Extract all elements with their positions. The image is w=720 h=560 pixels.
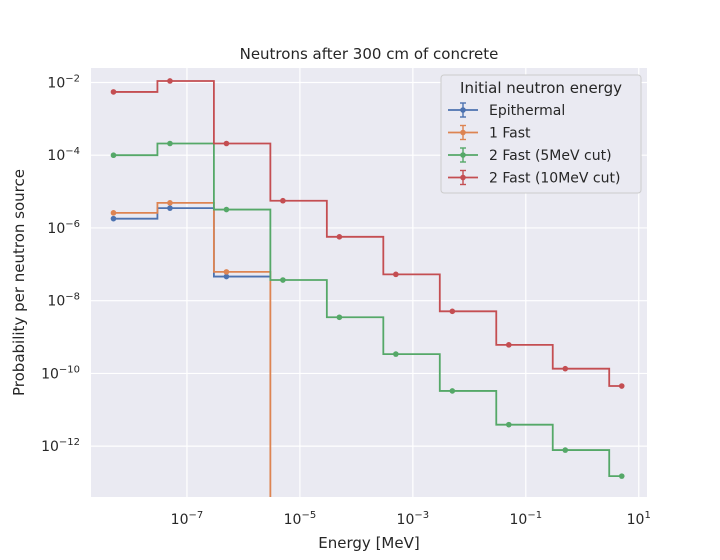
data-point-epithermal <box>110 215 117 222</box>
y-tick-label: 10−6 <box>47 219 80 237</box>
legend-marker <box>460 107 466 113</box>
data-point-2-fast-10mev-cut <box>393 271 399 278</box>
legend-label: 2 Fast (10MeV cut) <box>489 171 620 187</box>
x-tick-label: 101 <box>627 510 651 528</box>
y-tick-label: 10−12 <box>41 437 80 455</box>
y-tick-label: 10−2 <box>47 73 80 91</box>
y-tick-label: 10−10 <box>41 364 80 382</box>
legend: Initial neutron energy Epithermal 1 Fast 2… <box>440 74 642 194</box>
x-axis-label: Energy [MeV] <box>318 534 419 552</box>
legend-entry-epithermal: Epithermal <box>448 102 565 119</box>
legend-entry-2-fast-10mev-cut: 2 Fast (10MeV cut) <box>448 169 620 187</box>
data-point-epithermal <box>167 205 173 211</box>
x-tick-label: 10−1 <box>510 510 543 528</box>
legend-entry-1-fast: 1 Fast <box>448 124 531 142</box>
y-tick-label: 10−4 <box>47 146 80 164</box>
chart-title: Neutrons after 300 cm of concrete <box>240 45 499 63</box>
x-axis-ticks: 10−7 10−5 10−3 10−1 101 <box>171 510 651 528</box>
data-point-2-fast-10mev-cut <box>336 234 343 240</box>
data-point-2-fast-10mev-cut <box>167 78 173 84</box>
legend-marker <box>460 152 466 158</box>
series-2-fast-5mev-cut <box>110 140 625 479</box>
data-point-2-fast-5mev-cut <box>505 421 512 428</box>
series-2-fast-10mev-cut <box>110 78 625 389</box>
data-point-2-fast-10mev-cut <box>280 197 286 204</box>
series-line-2-fast-5mev-cut <box>113 142 625 478</box>
series-line-2-fast-10mev-cut <box>113 80 625 387</box>
data-point-2-fast-5mev-cut <box>280 277 286 283</box>
x-tick-label: 10−3 <box>397 510 430 528</box>
data-point-2-fast-5mev-cut <box>223 206 230 213</box>
data-point-2-fast-5mev-cut <box>562 447 569 453</box>
data-point-2-fast-10mev-cut <box>223 140 230 147</box>
legend-label: 2 Fast (5MeV cut) <box>489 148 612 164</box>
data-point-1-fast <box>167 200 173 206</box>
data-point-2-fast-5mev-cut <box>167 140 173 147</box>
data-point-2-fast-10mev-cut <box>618 383 625 389</box>
series-layer <box>110 78 625 497</box>
data-point-epithermal <box>223 273 230 280</box>
x-tick-label: 10−7 <box>171 510 204 528</box>
x-tick-label: 10−5 <box>284 510 317 528</box>
y-tick-label: 10−8 <box>47 292 80 310</box>
data-point-2-fast-5mev-cut <box>336 314 343 321</box>
data-point-2-fast-10mev-cut <box>562 365 569 372</box>
data-point-2-fast-5mev-cut <box>618 473 625 479</box>
series-epithermal <box>110 205 271 280</box>
y-axis-ticks: 10−2 10−4 10−6 10−8 10−10 10−12 <box>41 73 80 455</box>
data-point-2-fast-5mev-cut <box>449 388 456 394</box>
legend-label: 1 Fast <box>489 126 531 142</box>
grid <box>91 68 647 497</box>
y-axis-label: Probability per neutron source <box>10 169 28 396</box>
legend-label: Epithermal <box>489 103 565 119</box>
data-point-1-fast <box>223 269 230 275</box>
legend-marker <box>460 129 466 136</box>
data-point-1-fast <box>110 210 117 216</box>
data-point-2-fast-10mev-cut <box>505 342 512 348</box>
data-point-2-fast-10mev-cut <box>110 89 117 95</box>
data-point-2-fast-5mev-cut <box>110 152 117 159</box>
series-line-epithermal <box>113 207 271 278</box>
data-point-2-fast-5mev-cut <box>393 351 399 357</box>
legend-box <box>440 74 642 194</box>
legend-entry-2-fast-5mev-cut: 2 Fast (5MeV cut) <box>448 147 612 164</box>
data-point-2-fast-10mev-cut <box>449 308 456 315</box>
legend-marker <box>460 174 466 181</box>
legend-title: Initial neutron energy <box>460 79 622 97</box>
